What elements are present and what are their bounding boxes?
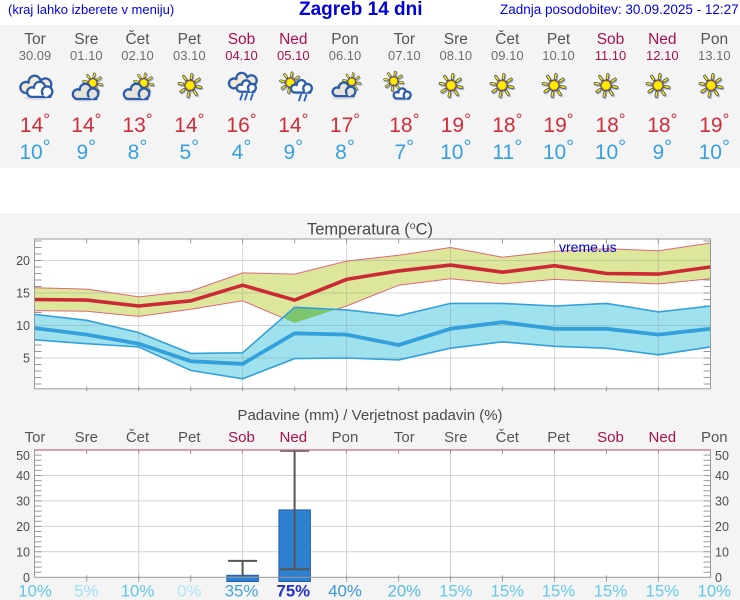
svg-text:35%: 35%: [225, 581, 259, 600]
svg-text:Temperatura (oC): Temperatura (oC): [307, 220, 433, 239]
svg-text:Sre: Sre: [444, 429, 467, 446]
svg-text:15%: 15%: [439, 581, 473, 600]
svg-text:15%: 15%: [542, 581, 576, 600]
svg-text:Tor: Tor: [25, 429, 46, 446]
svg-text:15: 15: [16, 287, 30, 301]
svg-text:40: 40: [715, 469, 729, 483]
svg-text:10: 10: [16, 319, 30, 333]
svg-text:Čet: Čet: [126, 429, 150, 446]
svg-text:Pon: Pon: [701, 429, 728, 446]
svg-text:10%: 10%: [698, 581, 732, 600]
svg-text:Pet: Pet: [178, 429, 201, 446]
svg-text:40: 40: [16, 469, 30, 483]
svg-text:Pet: Pet: [547, 429, 570, 446]
svg-text:10: 10: [16, 545, 30, 559]
svg-text:10%: 10%: [18, 581, 52, 600]
svg-text:0: 0: [23, 571, 30, 585]
svg-text:15%: 15%: [646, 581, 680, 600]
svg-text:30: 30: [16, 494, 30, 508]
svg-text:Pon: Pon: [332, 429, 359, 446]
svg-text:Sre: Sre: [75, 429, 98, 446]
svg-text:Sob: Sob: [597, 429, 624, 446]
svg-text:20: 20: [16, 520, 30, 534]
svg-text:75%: 75%: [277, 581, 311, 600]
svg-text:0: 0: [715, 571, 722, 585]
svg-text:30: 30: [715, 494, 729, 508]
svg-text:0%: 0%: [177, 581, 201, 600]
svg-text:vreme.us: vreme.us: [559, 239, 617, 255]
svg-text:Ned: Ned: [280, 429, 308, 446]
svg-text:50: 50: [715, 449, 729, 463]
svg-text:5: 5: [23, 352, 30, 366]
svg-text:40%: 40%: [328, 581, 362, 600]
svg-text:5%: 5%: [74, 581, 98, 600]
svg-text:10: 10: [715, 545, 729, 559]
svg-text:20%: 20%: [388, 581, 422, 600]
svg-text:Sob: Sob: [228, 429, 255, 446]
svg-text:Čet: Čet: [496, 429, 520, 446]
svg-text:20: 20: [16, 254, 30, 268]
svg-text:15%: 15%: [491, 581, 525, 600]
svg-text:20: 20: [715, 520, 729, 534]
svg-text:Tor: Tor: [394, 429, 415, 446]
svg-text:Padavine (mm) / Verjetnost pad: Padavine (mm) / Verjetnost padavin (%): [237, 407, 502, 424]
svg-text:10%: 10%: [121, 581, 155, 600]
svg-text:50: 50: [16, 449, 30, 463]
svg-text:Ned: Ned: [649, 429, 677, 446]
svg-text:15%: 15%: [594, 581, 628, 600]
